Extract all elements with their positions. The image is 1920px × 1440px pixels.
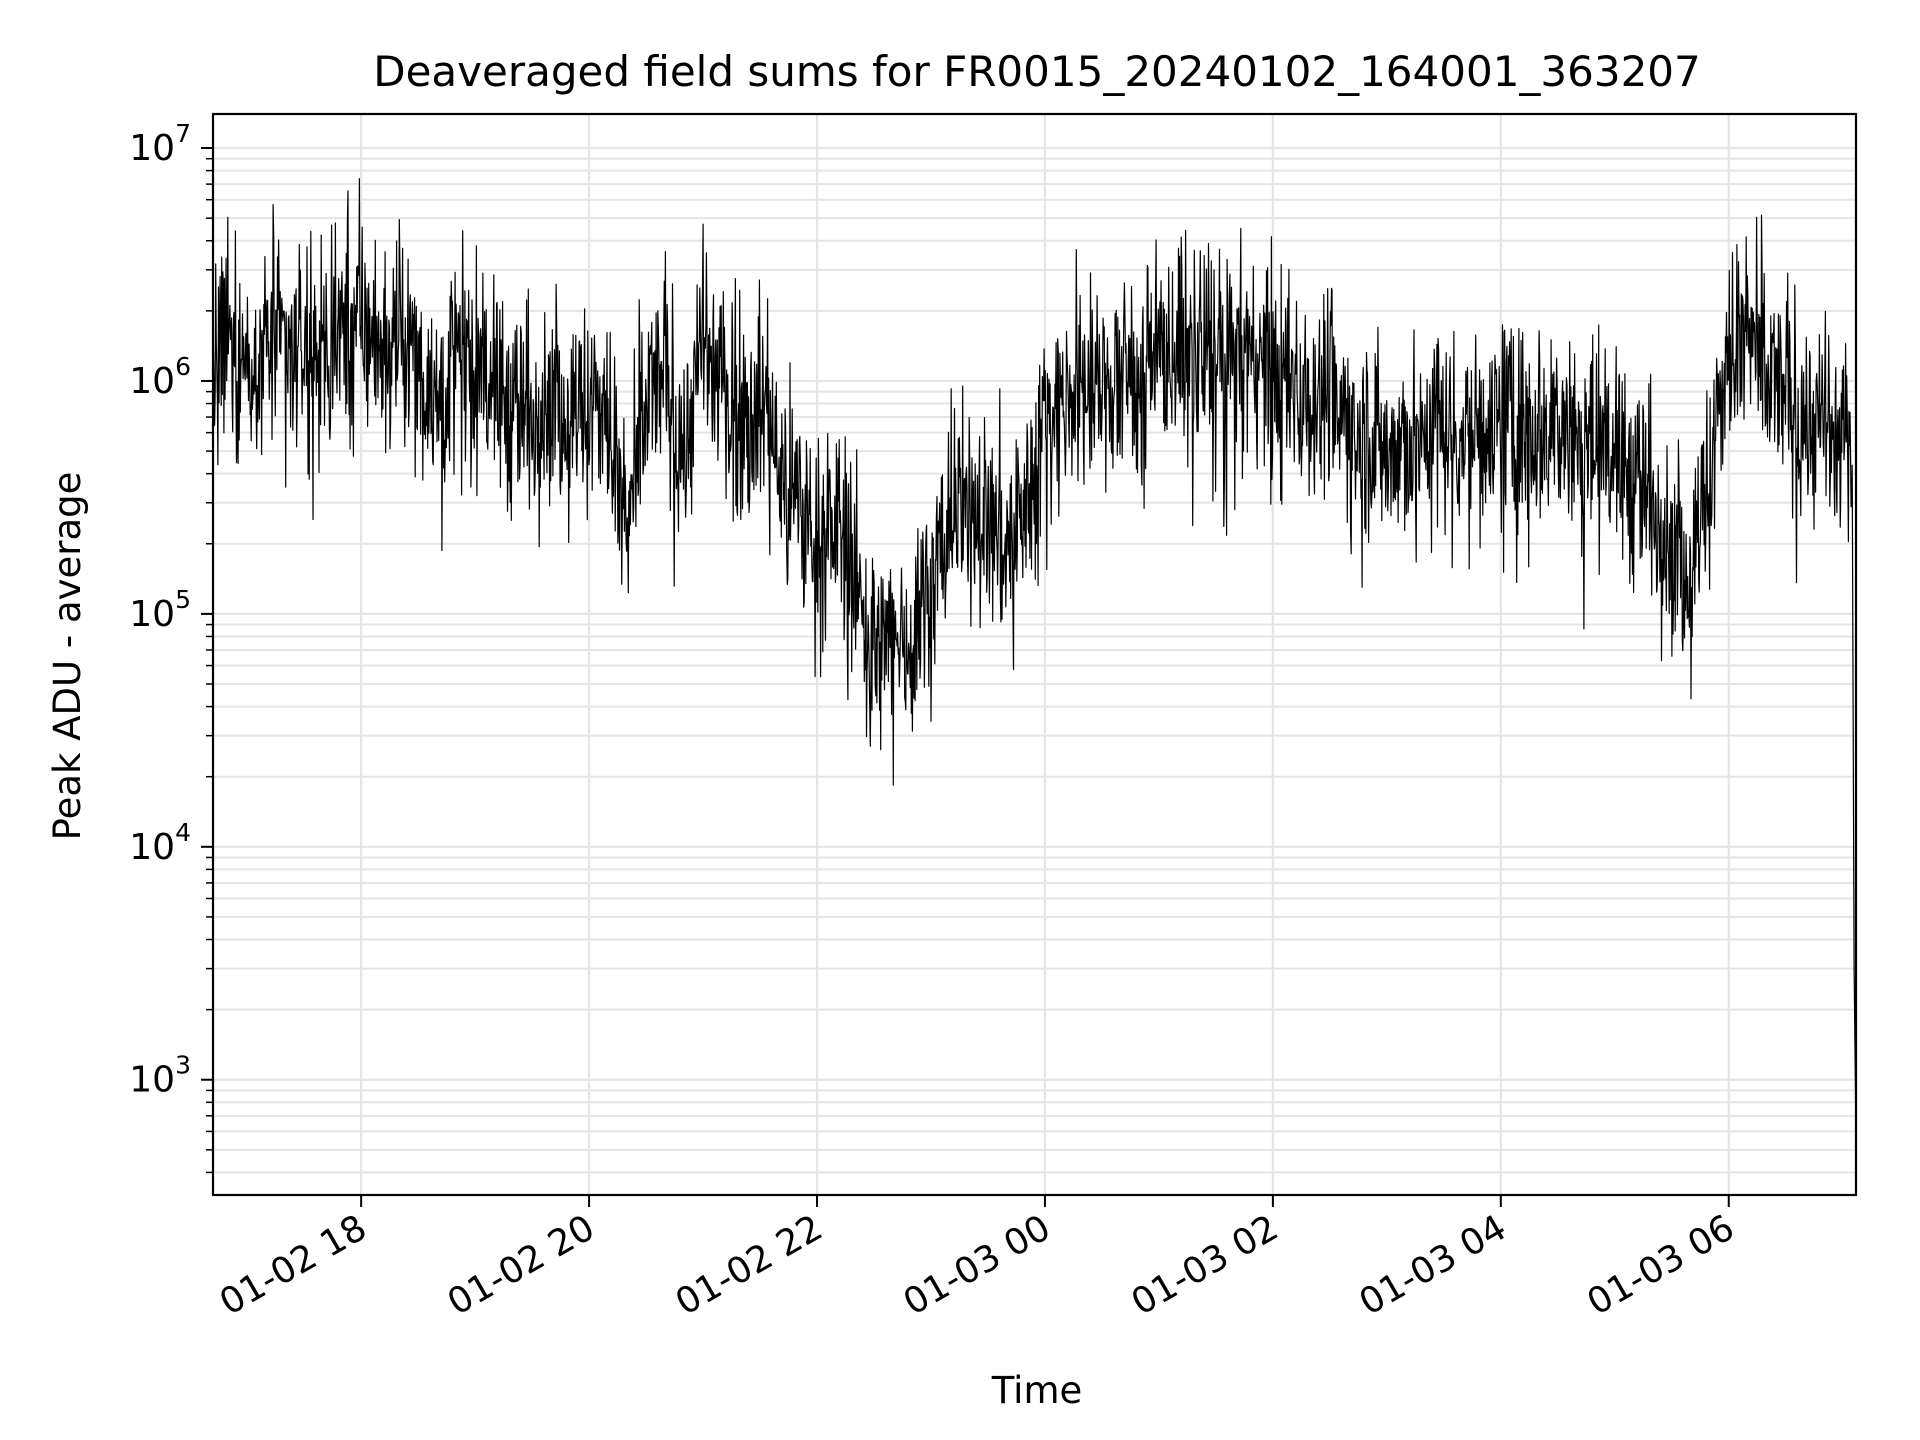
- y-axis-label: Peak ADU - average: [46, 472, 89, 841]
- series-line-0: [212, 178, 1857, 1141]
- y-tick-label: 104: [129, 818, 191, 868]
- series-layer: [212, 178, 1857, 1141]
- chart-title: Deaveraged field sums for FR0015_2024010…: [373, 47, 1701, 96]
- x-axis-label: Time: [991, 1369, 1083, 1412]
- y-tick-label: 107: [129, 119, 191, 169]
- y-tick-label: 103: [129, 1051, 191, 1101]
- y-tick-label: 106: [129, 352, 191, 402]
- plot-frame: [211, 112, 1858, 1197]
- y-tick-label: 105: [129, 585, 191, 635]
